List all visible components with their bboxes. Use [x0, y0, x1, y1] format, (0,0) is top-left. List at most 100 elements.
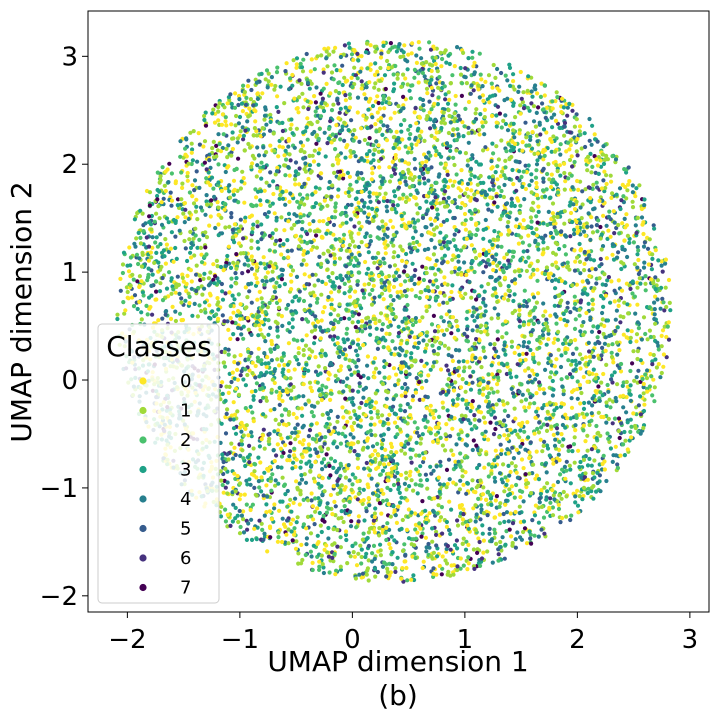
scatter-point	[438, 230, 443, 235]
scatter-point	[503, 121, 508, 127]
scatter-point	[258, 399, 263, 404]
scatter-point	[437, 201, 443, 206]
scatter-point	[612, 299, 617, 304]
scatter-point	[477, 462, 482, 468]
scatter-point	[402, 481, 407, 486]
scatter-point	[197, 237, 202, 242]
scatter-point	[330, 163, 335, 168]
scatter-point	[385, 485, 390, 490]
scatter-point	[570, 351, 576, 356]
scatter-point	[416, 218, 421, 223]
scatter-point	[660, 328, 666, 333]
scatter-point	[242, 262, 247, 267]
scatter-point	[503, 352, 508, 357]
scatter-point	[500, 322, 505, 327]
scatter-point	[315, 372, 321, 378]
scatter-point	[239, 179, 244, 184]
scatter-point	[148, 304, 153, 310]
scatter-point	[372, 370, 377, 375]
scatter-point	[487, 526, 492, 532]
scatter-point	[247, 477, 252, 482]
scatter-point	[198, 245, 203, 250]
scatter-point	[246, 263, 251, 268]
scatter-point	[235, 337, 240, 342]
scatter-point	[513, 428, 518, 433]
scatter-point	[488, 275, 493, 280]
scatter-point	[594, 423, 599, 429]
scatter-point	[552, 443, 558, 448]
scatter-point	[578, 248, 583, 253]
scatter-point	[407, 136, 412, 141]
scatter-point	[399, 84, 404, 89]
scatter-point	[523, 259, 528, 264]
scatter-point	[454, 538, 459, 543]
scatter-point	[414, 53, 419, 58]
scatter-point	[135, 279, 140, 284]
scatter-point	[179, 296, 184, 301]
scatter-point	[359, 554, 364, 560]
scatter-point	[431, 415, 436, 420]
scatter-point	[532, 359, 537, 365]
scatter-point	[386, 421, 391, 426]
scatter-point	[438, 459, 443, 464]
scatter-point	[404, 294, 409, 299]
scatter-point	[550, 278, 555, 283]
scatter-point	[639, 337, 645, 342]
scatter-point	[635, 285, 640, 290]
scatter-point	[440, 566, 445, 571]
scatter-point	[392, 110, 397, 115]
scatter-point	[232, 360, 237, 365]
scatter-point	[282, 362, 287, 368]
scatter-point	[503, 292, 508, 297]
scatter-point	[262, 351, 267, 356]
scatter-point	[452, 111, 457, 116]
scatter-point	[368, 410, 373, 415]
scatter-point	[464, 398, 469, 404]
scatter-point	[545, 422, 550, 427]
scatter-point	[668, 308, 673, 313]
scatter-point	[557, 246, 562, 252]
scatter-point	[439, 246, 444, 251]
scatter-point	[512, 292, 517, 297]
scatter-point	[551, 483, 556, 488]
scatter-point	[306, 398, 311, 403]
scatter-point	[403, 264, 408, 269]
scatter-point	[226, 327, 231, 332]
scatter-point	[309, 554, 314, 559]
scatter-point	[471, 369, 476, 374]
scatter-point	[622, 429, 627, 435]
scatter-point	[234, 113, 239, 119]
scatter-point	[331, 441, 336, 446]
scatter-point	[527, 243, 532, 248]
scatter-point	[230, 456, 236, 461]
scatter-point	[566, 176, 571, 181]
scatter-point	[173, 290, 178, 295]
scatter-point	[463, 218, 468, 223]
scatter-point	[463, 519, 468, 525]
scatter-point	[304, 536, 309, 541]
scatter-point	[367, 220, 372, 225]
scatter-point	[224, 260, 229, 265]
scatter-point	[632, 262, 637, 267]
scatter-point	[378, 185, 383, 190]
scatter-point	[439, 64, 444, 69]
scatter-point	[478, 410, 484, 415]
scatter-point	[534, 185, 539, 190]
scatter-point	[308, 303, 313, 308]
scatter-point	[376, 100, 381, 106]
scatter-point	[234, 276, 239, 281]
scatter-point	[262, 470, 267, 475]
scatter-point	[608, 446, 614, 451]
scatter-point	[216, 109, 221, 114]
scatter-point	[348, 95, 353, 101]
scatter-point	[560, 422, 566, 428]
scatter-point	[413, 341, 418, 346]
scatter-point	[403, 97, 408, 102]
scatter-point	[447, 477, 452, 482]
scatter-point	[649, 267, 655, 272]
scatter-point	[170, 304, 175, 309]
scatter-point	[520, 184, 525, 189]
scatter-point	[437, 563, 442, 569]
scatter-point	[264, 483, 269, 488]
scatter-point	[648, 352, 653, 357]
